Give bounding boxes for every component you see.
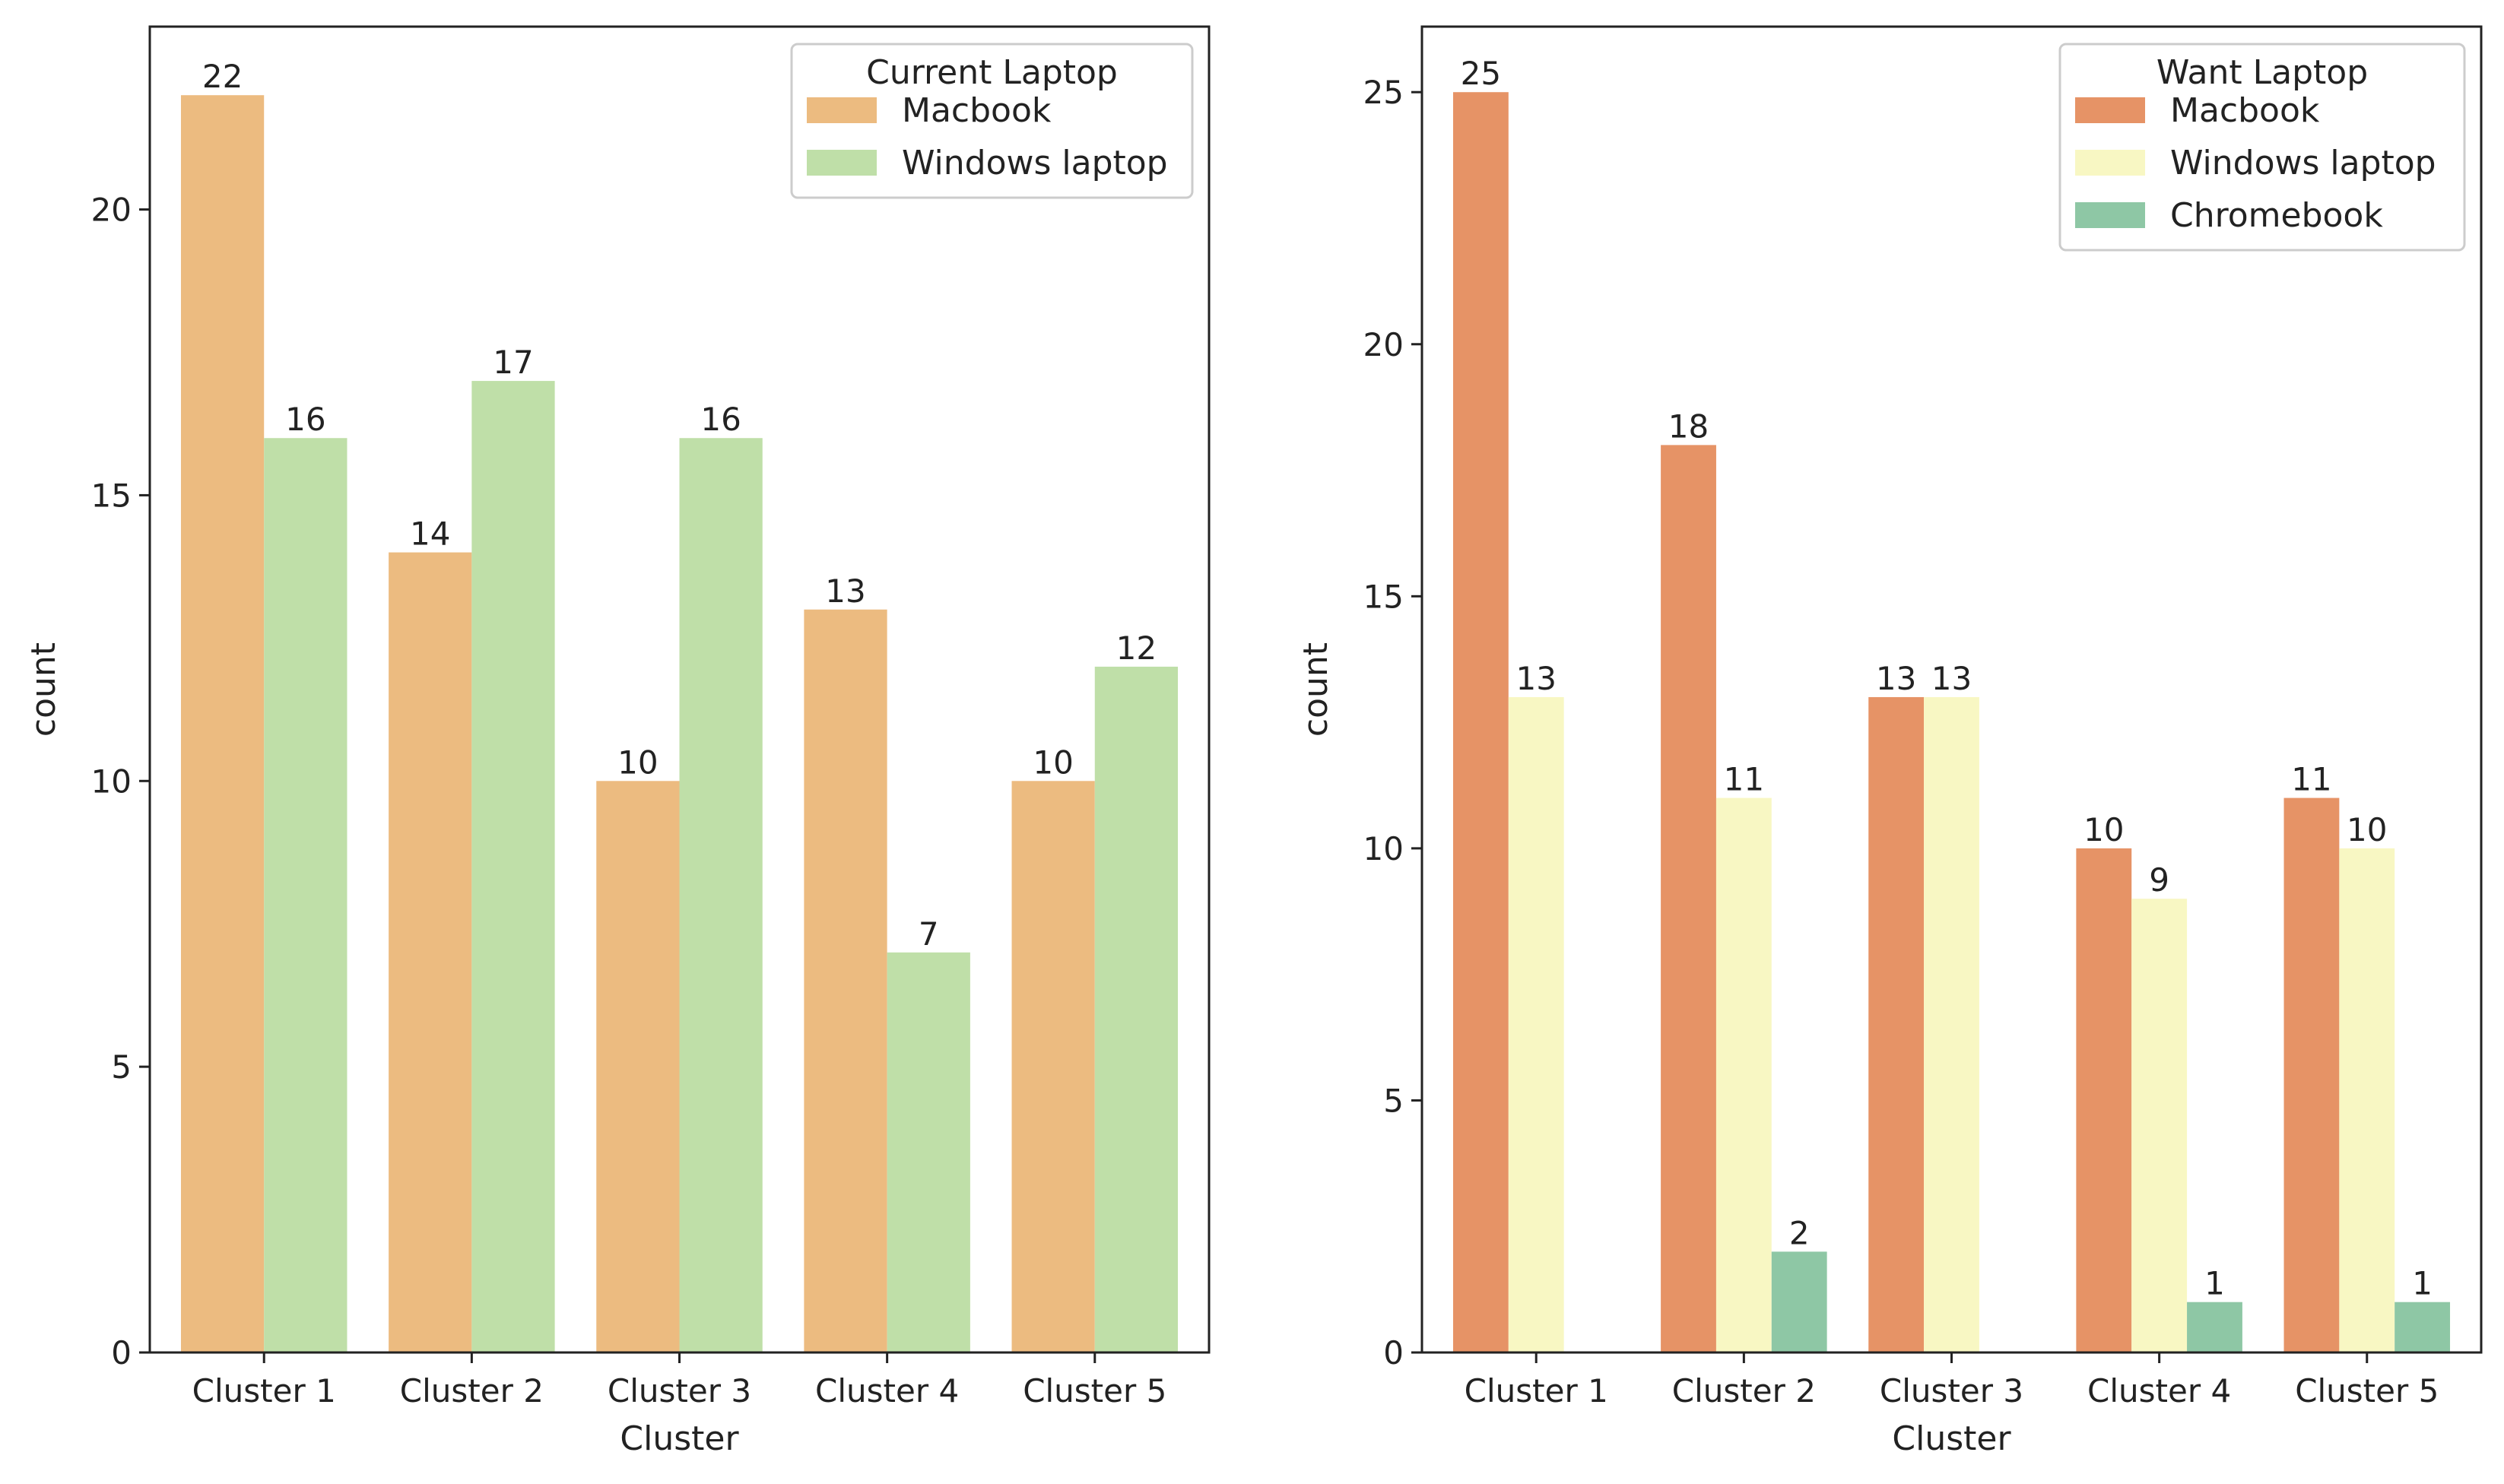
chart-panel-1: 22 14 10 13 10 16 17 16 7 12 0 5 10 15 20 Cluster 1 Clus… [24, 25, 1211, 1458]
bar [1924, 696, 1979, 1352]
bar-value-label: 2 [1789, 1214, 1810, 1251]
y-tick-label: 20 [91, 192, 132, 229]
bar [2131, 899, 2188, 1352]
y-tick-label: 15 [91, 477, 132, 514]
x-tick-label: Cluster 2 [400, 1372, 544, 1409]
x-tick-label: Cluster 1 [192, 1372, 336, 1409]
bar [2187, 1302, 2242, 1352]
bar [389, 552, 472, 1352]
legend-entry-label: Windows laptop [902, 144, 1168, 182]
bar-value-label: 7 [919, 915, 939, 953]
bar [2339, 848, 2395, 1352]
legend-swatch [2075, 150, 2145, 176]
bar-value-label: 13 [825, 572, 865, 610]
bar-value-label: 11 [1724, 761, 1764, 798]
legend-entry-label: Macbook [902, 91, 1052, 130]
bar [471, 381, 555, 1352]
bar-value-label: 16 [285, 401, 325, 438]
legend-title: Want Laptop [2156, 53, 2368, 92]
bar-value-label: 1 [2204, 1265, 2225, 1302]
bar [1011, 781, 1095, 1352]
bar [1868, 696, 1925, 1352]
y-axis-label: count [1296, 642, 1335, 737]
legend-swatch [2075, 97, 2145, 123]
legend-entry-label: Macbook [2170, 91, 2320, 130]
x-axis-label: Cluster [1892, 1419, 2011, 1458]
bar [1452, 92, 1509, 1353]
bar [679, 438, 763, 1352]
bar-value-label: 10 [617, 744, 658, 781]
bar [2076, 848, 2132, 1352]
bar [2283, 797, 2340, 1352]
bar-value-label: 13 [1876, 660, 1916, 697]
x-axis-label: Cluster [620, 1419, 739, 1458]
x-tick-label: Cluster 5 [1023, 1372, 1166, 1409]
x-tick-label: Cluster 5 [2295, 1372, 2439, 1409]
bar [1771, 1251, 1827, 1352]
bar-value-label: 10 [2347, 811, 2387, 848]
y-tick-label: 5 [1383, 1082, 1404, 1119]
y-tick-label: 10 [1363, 830, 1404, 867]
y-tick-label: 0 [1383, 1334, 1404, 1371]
bar [1508, 696, 1564, 1352]
bar-value-label: 12 [1116, 629, 1157, 667]
bar [596, 781, 680, 1352]
y-tick-label: 20 [1363, 326, 1404, 363]
bar-value-label: 17 [493, 344, 533, 381]
x-tick-label: Cluster 4 [2087, 1372, 2231, 1409]
x-tick-label: Cluster 4 [815, 1372, 959, 1409]
bar-value-label: 25 [1461, 55, 1501, 92]
x-tick-label: Cluster 3 [608, 1372, 751, 1409]
bar [1661, 445, 1716, 1352]
legend-entry-label: Chromebook [2170, 196, 2383, 235]
y-tick-label: 5 [111, 1048, 132, 1086]
x-tick-label: Cluster 2 [1672, 1372, 1816, 1409]
legend-swatch [807, 97, 877, 123]
x-tick-label: Cluster 3 [1880, 1372, 2023, 1409]
bar-value-label: 9 [2149, 861, 2169, 899]
y-tick-label: 25 [1363, 74, 1404, 111]
x-tick-label: Cluster 1 [1465, 1372, 1608, 1409]
bar-value-label: 11 [2291, 761, 2331, 798]
legend-entry-label: Windows laptop [2170, 144, 2436, 182]
bar [887, 952, 970, 1352]
bar-value-label: 14 [410, 515, 450, 553]
bar [1715, 797, 1772, 1352]
bar-value-label: 16 [700, 401, 741, 438]
legend-box [790, 43, 1194, 199]
y-tick-label: 15 [1363, 578, 1404, 615]
bar-value-label: 13 [1931, 660, 1972, 697]
bar [2395, 1302, 2451, 1352]
bar-value-label: 10 [2083, 811, 2124, 848]
y-axis-label: count [24, 642, 63, 737]
bar-value-label: 10 [1033, 744, 1073, 781]
bar [264, 438, 348, 1352]
legend-swatch [2075, 202, 2145, 228]
legend-box [2058, 43, 2466, 252]
legend-swatch [807, 150, 877, 176]
bar [1094, 666, 1179, 1352]
bar-value-label: 1 [2412, 1265, 2433, 1302]
y-tick-label: 10 [91, 763, 132, 800]
bar [180, 95, 265, 1353]
bar-value-label: 18 [1668, 407, 1709, 445]
bar-value-label: 13 [1516, 660, 1557, 697]
bar [804, 609, 887, 1352]
legend-title: Current Laptop [866, 53, 1118, 92]
y-tick-label: 0 [111, 1334, 132, 1371]
bar-value-label: 22 [202, 58, 243, 95]
